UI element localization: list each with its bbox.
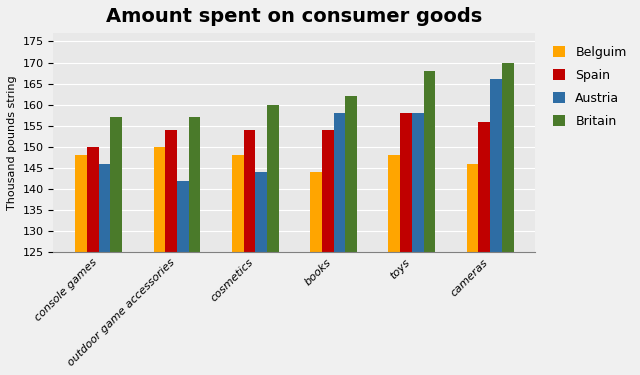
Bar (346, 96, 357, 375)
Title: Amount spent on consumer goods: Amount spent on consumer goods (106, 7, 483, 26)
Bar (189, 117, 200, 375)
Bar (467, 164, 478, 375)
Y-axis label: Thousand pounds string: Thousand pounds string (7, 75, 17, 210)
Bar (154, 147, 165, 375)
Bar (111, 117, 122, 375)
Bar (478, 122, 490, 375)
Bar (412, 113, 424, 375)
Bar (310, 172, 322, 375)
Bar (490, 80, 502, 375)
Legend: Belguim, Spain, Austria, Britain: Belguim, Spain, Austria, Britain (547, 39, 633, 134)
Bar (400, 113, 412, 375)
Bar (76, 155, 87, 375)
Bar (87, 147, 99, 375)
Bar (165, 130, 177, 375)
Bar (322, 130, 333, 375)
Bar (255, 172, 267, 375)
Bar (388, 155, 400, 375)
Bar (502, 63, 513, 375)
Bar (267, 105, 279, 375)
Bar (99, 164, 111, 375)
Bar (424, 71, 435, 375)
Bar (232, 155, 244, 375)
Bar (244, 130, 255, 375)
Bar (333, 113, 346, 375)
Bar (177, 181, 189, 375)
